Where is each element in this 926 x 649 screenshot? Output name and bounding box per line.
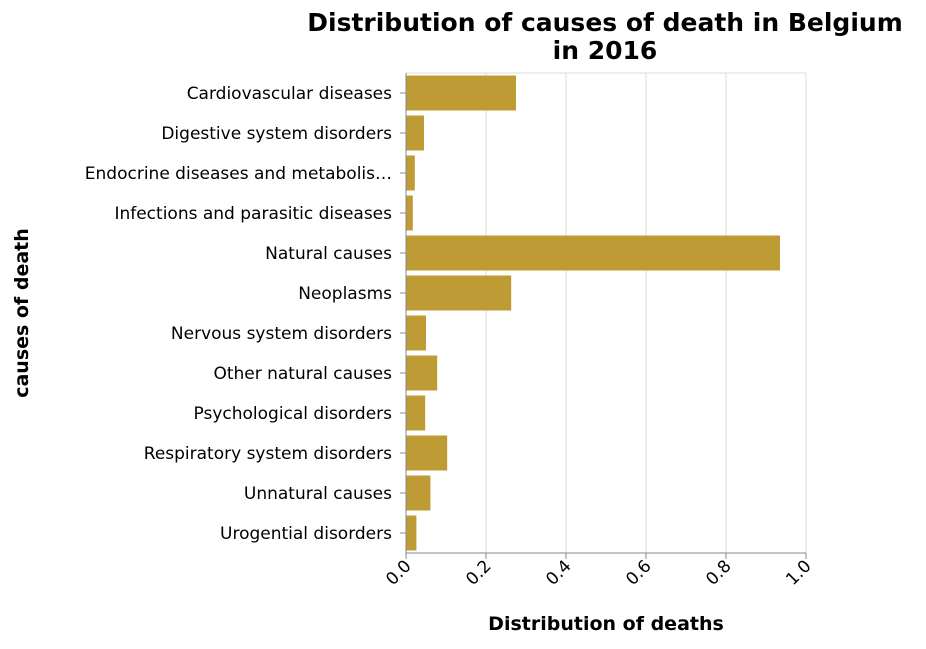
x-axis-title: Distribution of deaths bbox=[488, 613, 724, 635]
bar bbox=[406, 515, 417, 551]
x-tick-label: 0.4 bbox=[542, 556, 575, 589]
x-tick-label: 0.8 bbox=[702, 556, 735, 589]
bars bbox=[406, 75, 780, 551]
y-tick-label: Natural causes bbox=[265, 244, 392, 264]
x-tick-label: 0.0 bbox=[382, 556, 415, 589]
bar bbox=[406, 395, 426, 431]
bar bbox=[406, 355, 438, 391]
bar bbox=[406, 275, 512, 311]
y-tick-label: Respiratory system disorders bbox=[144, 444, 392, 464]
chart-title-line-2: in 2016 bbox=[553, 36, 658, 65]
y-tick-label: Urogential disorders bbox=[220, 524, 392, 544]
y-tick-label: Infections and parasitic diseases bbox=[114, 204, 392, 224]
bar bbox=[406, 195, 413, 231]
bar bbox=[406, 315, 426, 351]
bar bbox=[406, 115, 424, 151]
x-tick-label: 0.2 bbox=[462, 556, 495, 589]
y-tick-label: Digestive system disorders bbox=[161, 124, 392, 144]
y-tick-label: Endocrine diseases and metabolis… bbox=[85, 164, 392, 184]
x-tick-label: 0.6 bbox=[622, 556, 655, 589]
y-tick-label: Other natural causes bbox=[213, 364, 392, 384]
bar bbox=[406, 75, 516, 111]
y-tick-label: Nervous system disorders bbox=[171, 324, 392, 344]
axes: Cardiovascular diseases Digestive system … bbox=[85, 73, 816, 590]
bar bbox=[406, 235, 780, 271]
y-axis-title: causes of death bbox=[11, 228, 33, 398]
x-tick-label: 1.0 bbox=[782, 556, 815, 589]
bar bbox=[406, 475, 431, 511]
y-tick-label: Psychological disorders bbox=[194, 404, 393, 424]
y-tick-label: Unnatural causes bbox=[244, 484, 392, 504]
y-tick-label: Cardiovascular diseases bbox=[187, 84, 392, 104]
chart-title-line-1: Distribution of causes of death in Belgi… bbox=[307, 8, 903, 37]
y-tick-label: Neoplasms bbox=[298, 284, 392, 304]
gridlines bbox=[406, 72, 807, 553]
bar bbox=[406, 155, 415, 191]
bar bbox=[406, 435, 448, 471]
